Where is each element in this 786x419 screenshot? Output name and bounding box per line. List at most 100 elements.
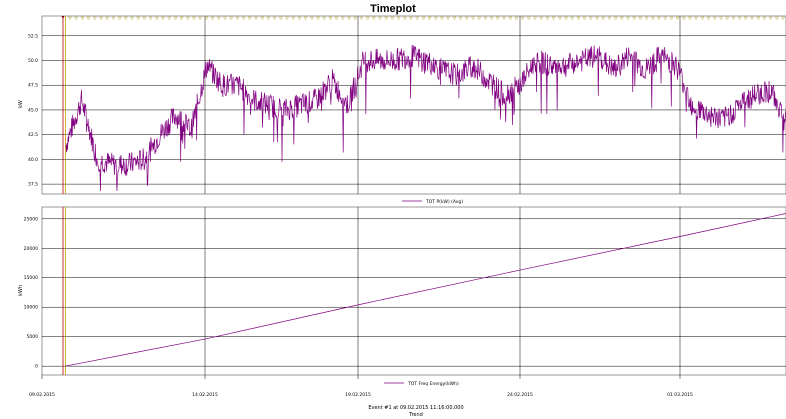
x-tick-label: 14.02.2015 — [192, 392, 218, 398]
event-flag — [390, 16, 395, 20]
event-flag — [204, 16, 209, 20]
event-flag — [601, 16, 606, 20]
event-flag — [440, 16, 444, 20]
event-flags — [61, 16, 785, 20]
event-flag — [657, 16, 661, 20]
event-flag — [464, 16, 469, 20]
event-flag — [316, 16, 320, 20]
power-series-line — [65, 44, 786, 192]
event-flag — [433, 16, 438, 20]
event-flag — [774, 16, 779, 20]
event-flag — [278, 16, 283, 20]
event-flag — [123, 16, 128, 20]
event-flag — [582, 16, 587, 20]
event-flag — [743, 16, 748, 20]
energy-y-tick-label: 5000 — [27, 334, 39, 340]
event-flag — [173, 16, 178, 20]
energy-y-tick-label: 10000 — [24, 305, 38, 311]
event-flag — [533, 16, 537, 20]
event-footer: Event #1 at 09.02.2015 11:16:00,000 — [368, 405, 463, 411]
event-flag — [737, 16, 742, 20]
event-flag — [415, 16, 420, 20]
power-y-tick-label: 42.5 — [28, 132, 38, 138]
event-flag — [663, 16, 668, 20]
energy-y-tick-label: 0 — [35, 364, 38, 370]
event-flag — [700, 16, 705, 20]
event-flag-active — [61, 16, 65, 19]
power-y-tick-label: 45.0 — [28, 107, 38, 113]
event-flag — [86, 16, 91, 20]
power-legend: TOT P(kW) (Avg) — [402, 199, 463, 205]
event-flag — [570, 16, 575, 20]
event-flag — [154, 16, 159, 20]
event-flag — [142, 16, 147, 20]
event-flag — [285, 16, 289, 20]
energy-panel: 0 5000 10000 15000 20000 25000 kWh TOT Freq E… — [18, 206, 786, 387]
event-flag — [669, 16, 674, 20]
event-flag — [452, 16, 457, 20]
event-flag — [681, 16, 686, 20]
event-flag — [136, 16, 141, 20]
power-panel: 37.5 40.0 42.5 45.0 47.5 50.0 52.5 kW TOT P(kW… — [18, 15, 786, 205]
trend-footer: Trend — [408, 412, 423, 418]
event-flag — [694, 16, 699, 20]
event-flag — [545, 16, 550, 20]
power-grid — [42, 16, 786, 194]
event-flag — [446, 16, 451, 20]
event-flag — [92, 16, 97, 20]
event-flag — [266, 16, 271, 20]
event-flag — [291, 16, 296, 20]
energy-y-ticks: 0 5000 10000 15000 20000 25000 — [24, 216, 38, 369]
event-flag — [731, 16, 736, 20]
event-flag — [223, 16, 227, 20]
event-flag — [725, 16, 730, 20]
event-flag — [750, 16, 754, 20]
energy-ylabel: kWh — [18, 285, 24, 296]
event-flag — [185, 16, 190, 20]
energy-plot-area — [41, 206, 786, 376]
event-flag — [297, 16, 302, 20]
event-flag — [613, 16, 618, 20]
event-flag — [706, 16, 711, 20]
event-flag — [607, 16, 612, 20]
event-flag — [148, 16, 153, 20]
energy-series-line — [64, 213, 786, 367]
event-flag — [229, 16, 234, 20]
event-flag — [117, 16, 122, 20]
event-flag — [130, 16, 134, 20]
event-flag — [272, 16, 277, 20]
event-flag — [712, 16, 717, 20]
event-flag — [340, 16, 345, 20]
event-flag — [74, 16, 79, 20]
energy-y-tick-label: 20000 — [24, 246, 38, 252]
power-ylabel: kW — [18, 100, 24, 108]
event-flag — [396, 16, 401, 20]
event-flag — [322, 16, 327, 20]
event-flag — [520, 16, 525, 20]
event-flag — [365, 16, 370, 20]
power-plot-area — [41, 15, 786, 195]
power-y-tick-label: 40.0 — [28, 157, 38, 163]
event-flag — [384, 16, 389, 20]
event-flag — [495, 16, 500, 20]
event-flag — [688, 16, 692, 20]
event-flag — [756, 16, 761, 20]
power-y-tick-label: 47.5 — [28, 83, 38, 89]
event-flag — [483, 16, 488, 20]
energy-y-tick-label: 15000 — [24, 275, 38, 281]
event-flag — [588, 16, 593, 20]
event-flag — [762, 16, 767, 20]
event-flag — [409, 16, 413, 20]
event-flag — [167, 16, 172, 20]
event-flag — [80, 16, 85, 20]
event-flag — [347, 16, 351, 20]
x-tick-label: 09.02.2015 — [29, 392, 55, 398]
event-flag — [421, 16, 426, 20]
event-flag — [334, 16, 339, 20]
event-flag — [99, 16, 103, 20]
event-flag — [371, 16, 376, 20]
event-flag — [68, 16, 72, 20]
event-flag — [309, 16, 314, 20]
event-flag — [179, 16, 184, 20]
